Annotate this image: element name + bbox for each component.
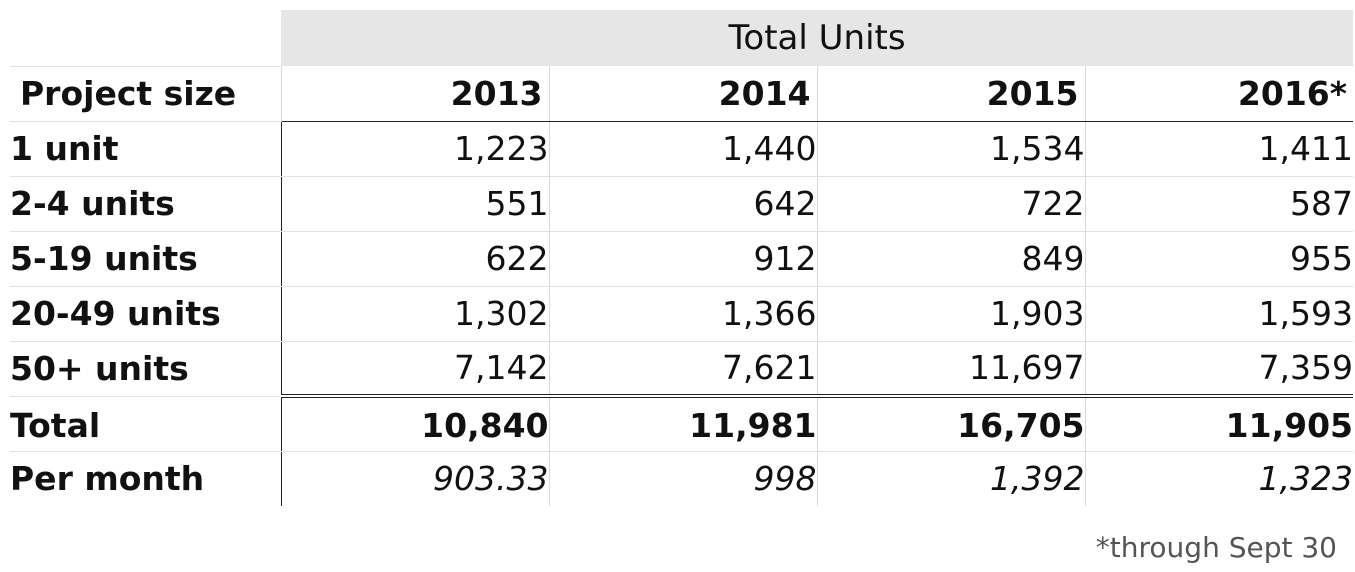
- table-cell: 849: [816, 231, 1085, 287]
- table-cell: 642: [548, 176, 817, 232]
- table-cell: 722: [816, 176, 1085, 232]
- table-row: 20-49 units 1,302 1,366 1,903 1,593: [10, 286, 1354, 342]
- table-cell: 1,534: [816, 121, 1085, 177]
- total-units-header: Total Units: [281, 10, 1354, 66]
- table-cell: 587: [1084, 176, 1354, 232]
- per-month-label: Per month: [10, 459, 205, 499]
- row-label: 1 unit: [10, 121, 281, 177]
- column-header-row: Project size 2013 2014 2015 2016*: [10, 65, 1354, 122]
- per-month-cell: 998: [548, 451, 817, 506]
- table-cell: 7,621: [548, 341, 817, 397]
- per-month-cell: 1,392: [816, 451, 1085, 506]
- table-cell: 11,697: [816, 341, 1085, 397]
- total-row: Total 10,840 11,981 16,705 11,905: [10, 394, 1354, 452]
- table-row: 2-4 units 551 642 722 587: [10, 176, 1354, 232]
- table-row: 50+ units 7,142 7,621 11,697 7,359: [10, 341, 1354, 397]
- total-cell: 16,705: [816, 394, 1085, 452]
- table-cell: 622: [280, 231, 549, 287]
- table-cell: 1,903: [816, 286, 1085, 342]
- table-cell: 1,440: [548, 121, 817, 177]
- row-label: 5-19 units: [10, 231, 281, 287]
- year-header-2016: 2016*: [1084, 66, 1354, 122]
- year-header-2014: 2014: [548, 66, 817, 122]
- table-cell: 1,593: [1084, 286, 1354, 342]
- total-cell: 10,840: [280, 394, 549, 452]
- footnote: *through Sept 30: [1095, 531, 1337, 564]
- table-cell: 7,142: [280, 341, 549, 397]
- table-row: 5-19 units 622 912 849 955: [10, 231, 1354, 287]
- units-table: Total Units Project size 2013 2014 2015 …: [10, 10, 1354, 506]
- table-cell: 1,411: [1084, 121, 1354, 177]
- table-cell: 1,223: [280, 121, 549, 177]
- table-cell: 955: [1084, 231, 1354, 287]
- table-cell: 7,359: [1084, 341, 1354, 397]
- per-month-row: Per month 903.33 998 1,392 1,323: [10, 451, 1354, 506]
- table-cell: 1,302: [280, 286, 549, 342]
- project-size-header: Project size: [10, 65, 281, 122]
- per-month-cell: 1,323: [1084, 451, 1354, 506]
- table-row: 1 unit 1,223 1,440 1,534 1,411: [10, 121, 1354, 177]
- year-header-2015: 2015: [816, 66, 1085, 122]
- row-label: 20-49 units: [10, 286, 281, 342]
- total-label: Total: [10, 395, 281, 452]
- empty-corner-cell: [10, 10, 281, 66]
- table-cell: 912: [548, 231, 817, 287]
- total-cell: 11,905: [1084, 394, 1354, 452]
- group-header-row: Total Units: [10, 10, 1354, 66]
- per-month-cell: 903.33: [280, 451, 549, 506]
- total-cell: 11,981: [548, 394, 817, 452]
- table-cell: 1,366: [548, 286, 817, 342]
- row-label: 50+ units: [10, 341, 281, 397]
- year-header-2013: 2013: [280, 66, 549, 122]
- row-label: 2-4 units: [10, 176, 281, 232]
- table-cell: 551: [280, 176, 549, 232]
